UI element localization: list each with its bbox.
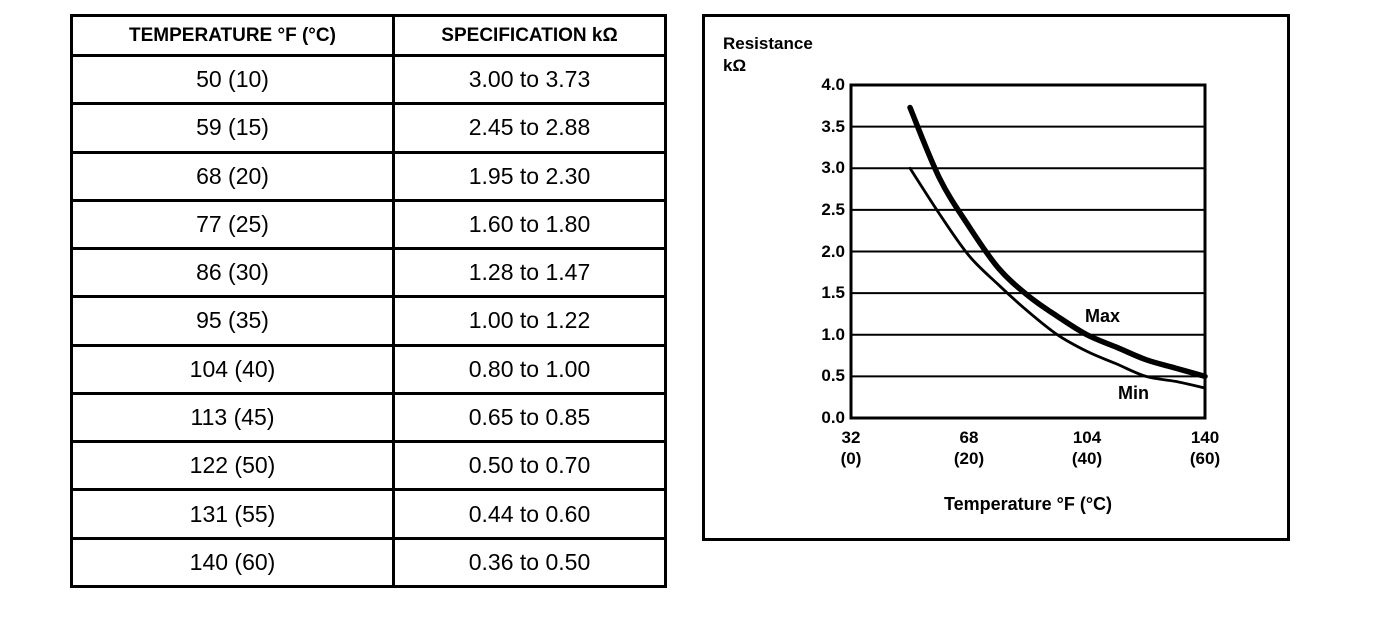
- x-tick-label: 140 (60): [1170, 427, 1240, 469]
- plot-svg: [849, 83, 1208, 420]
- temperature-cell: 113 (45): [70, 391, 395, 444]
- min-curve-label: Min: [1118, 383, 1149, 403]
- plot-border: [849, 83, 1207, 420]
- specification-cell: 1.60 to 1.80: [392, 198, 667, 251]
- specification-cell: 1.28 to 1.47: [392, 247, 667, 299]
- table-row: 59 (15) 2.45 to 2.88: [70, 102, 667, 154]
- x-tick-fahrenheit: 32: [841, 428, 861, 447]
- temperature-cell: 140 (60): [70, 536, 395, 589]
- table-row: 95 (35) 1.00 to 1.22: [70, 295, 667, 347]
- x-tick-label: 104 (40): [1052, 427, 1122, 469]
- temperature-cell: 59 (15): [70, 102, 395, 154]
- y-tick-label: 1.5: [821, 283, 845, 302]
- y-tick-label: 1.0: [821, 325, 845, 344]
- max-curve-label: Max: [1085, 306, 1121, 326]
- y-tick-label: 0.5: [821, 366, 845, 385]
- y-axis-title-line2: kΩ: [723, 56, 747, 75]
- y-tick-label: 3.0: [821, 158, 845, 177]
- table-row: 104 (40) 0.80 to 1.00: [70, 343, 667, 395]
- x-tick-label: 32 (0): [816, 427, 886, 469]
- y-tick-label: 2.0: [821, 242, 845, 261]
- x-tick-fahrenheit: 140: [1190, 428, 1220, 447]
- x-tick-label: 68 (20): [934, 427, 1004, 469]
- y-tick-label: 0.0: [821, 408, 845, 427]
- specification-cell: 0.50 to 0.70: [392, 440, 667, 492]
- temperature-cell: 131 (55): [70, 488, 395, 540]
- x-tick-celsius: (20): [953, 449, 985, 468]
- x-tick-celsius: (0): [840, 449, 862, 468]
- temperature-cell: 86 (30): [70, 247, 395, 299]
- specification-cell: 3.00 to 3.73: [392, 53, 667, 106]
- specification-cell: 2.45 to 2.88: [392, 102, 667, 154]
- spec-table: TEMPERATURE °F (°C) SPECIFICATION kΩ 50 …: [70, 14, 667, 589]
- specification-header: SPECIFICATION kΩ: [392, 14, 667, 57]
- temperature-cell: 68 (20): [70, 150, 395, 202]
- y-axis-title: Resistance kΩ: [723, 33, 813, 77]
- table-row: 131 (55) 0.44 to 0.60: [70, 488, 667, 540]
- specification-cell: 1.00 to 1.22: [392, 295, 667, 347]
- table-row: 77 (25) 1.60 to 1.80: [70, 198, 667, 251]
- table-body: 50 (10) 3.00 to 3.73 59 (15) 2.45 to 2.88 68…: [70, 53, 667, 589]
- x-tick-celsius: (60): [1189, 449, 1221, 468]
- x-tick-fahrenheit: 68: [959, 428, 979, 447]
- temperature-cell: 122 (50): [70, 440, 395, 492]
- max-curve: [907, 104, 1208, 380]
- table-row: 113 (45) 0.65 to 0.85: [70, 391, 667, 444]
- y-tick-label: 2.5: [821, 200, 845, 219]
- x-tick-fahrenheit: 104: [1072, 428, 1102, 447]
- temperature-cell: 95 (35): [70, 295, 395, 347]
- table-row: 50 (10) 3.00 to 3.73: [70, 53, 667, 106]
- table-row: 68 (20) 1.95 to 2.30: [70, 150, 667, 202]
- specification-cell: 1.95 to 2.30: [392, 150, 667, 202]
- y-tick-label: 3.5: [821, 117, 845, 136]
- y-axis-title-line1: Resistance: [723, 34, 813, 53]
- x-axis-title: Temperature °F (°C): [943, 494, 1113, 514]
- temperature-cell: 104 (40): [70, 343, 395, 395]
- temperature-header: TEMPERATURE °F (°C): [70, 14, 395, 57]
- table-header-row: TEMPERATURE °F (°C) SPECIFICATION kΩ: [70, 14, 667, 57]
- specification-cell: 0.80 to 1.00: [392, 343, 667, 395]
- table-row: 122 (50) 0.50 to 0.70: [70, 440, 667, 492]
- chart-panel: Resistance kΩ 4.0 3.5 3.0 2.5 2.0 1.5 1.0 0.5 0.…: [702, 14, 1290, 541]
- temperature-cell: 50 (10): [70, 53, 395, 106]
- min-curve: [908, 166, 1207, 390]
- table-row: 86 (30) 1.28 to 1.47: [70, 247, 667, 299]
- x-tick-celsius: (40): [1071, 449, 1103, 468]
- specification-cell: 0.36 to 0.50: [392, 536, 667, 589]
- specification-cell: 0.65 to 0.85: [392, 391, 667, 444]
- table-row: 140 (60) 0.36 to 0.50: [70, 536, 667, 589]
- y-tick-label: 4.0: [821, 75, 845, 94]
- temperature-cell: 77 (25): [70, 198, 395, 251]
- specification-cell: 0.44 to 0.60: [392, 488, 667, 540]
